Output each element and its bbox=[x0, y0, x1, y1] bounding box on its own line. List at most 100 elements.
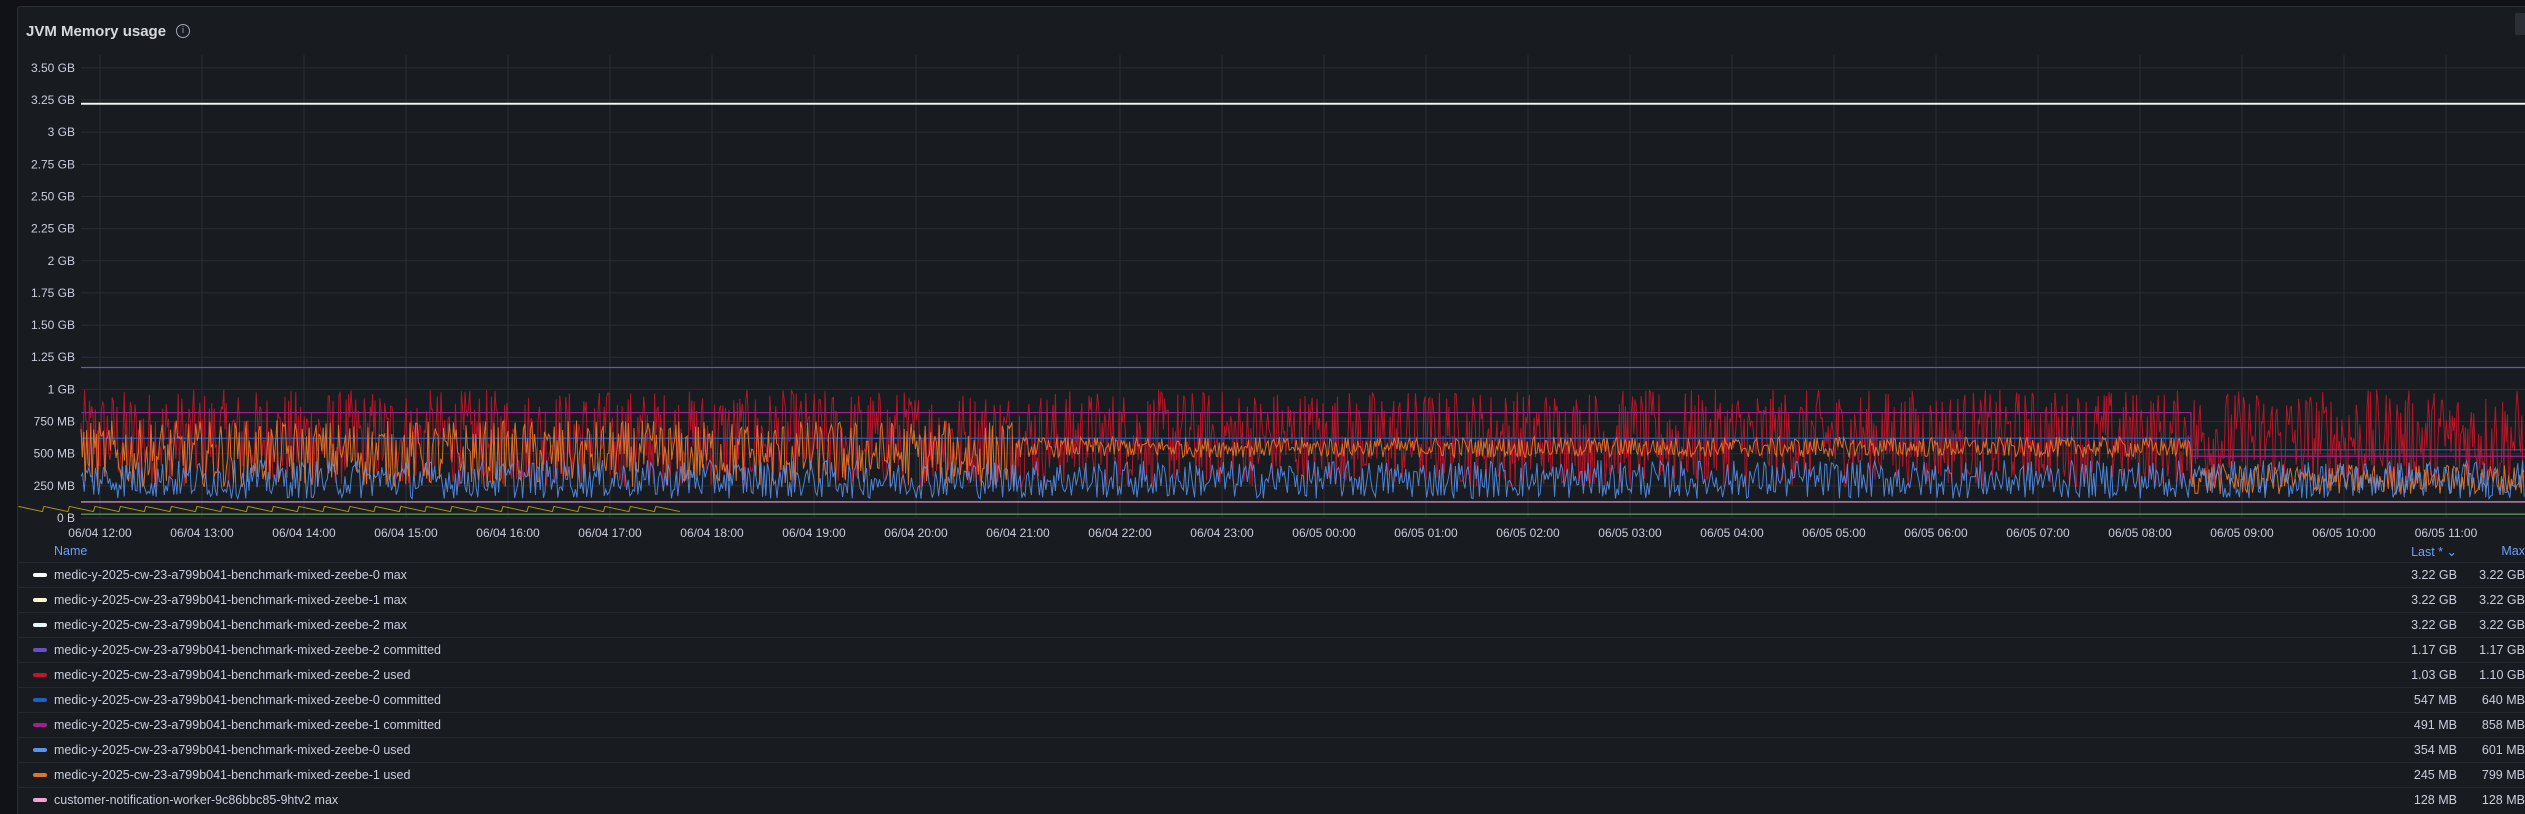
y-tick-label: 3.25 GB bbox=[31, 93, 75, 107]
legend-last-header[interactable]: Last * ⌄ bbox=[2411, 545, 2457, 559]
y-tick-label: 1.75 GB bbox=[31, 286, 75, 300]
panel-title: JVM Memory usage bbox=[26, 22, 167, 40]
legend-max-value: 3.22 GB bbox=[2479, 618, 2525, 632]
info-icon[interactable]: i bbox=[176, 24, 191, 38]
y-tick-label: 1.25 GB bbox=[31, 350, 75, 364]
series-line-zeebe-2-used bbox=[80, 388, 2525, 489]
legend-swatch[interactable] bbox=[33, 673, 47, 677]
y-tick-label: 3 GB bbox=[48, 125, 75, 139]
legend-row[interactable]: medic-y-2025-cw-23-a799b041-benchmark-mi… bbox=[17, 762, 2525, 787]
y-tick-label: 1.50 GB bbox=[31, 318, 75, 332]
legend-swatch[interactable] bbox=[33, 798, 47, 802]
legend-last-value: 547 MB bbox=[2413, 693, 2457, 707]
legend-series-name[interactable]: medic-y-2025-cw-23-a799b041-benchmark-mi… bbox=[54, 743, 411, 757]
x-tick-label: 06/05 10:00 bbox=[2312, 526, 2376, 540]
legend-series-name[interactable]: medic-y-2025-cw-23-a799b041-benchmark-mi… bbox=[54, 643, 441, 657]
legend-row[interactable]: medic-y-2025-cw-23-a799b041-benchmark-mi… bbox=[17, 737, 2525, 762]
memory-chart: 0 B 250 MB 500 MB 750 MB 1 GB 1.25 GB 1.50 GB 1… bbox=[18, 55, 2525, 540]
legend-swatch[interactable] bbox=[33, 598, 47, 602]
legend-row[interactable]: medic-y-2025-cw-23-a799b041-benchmark-mi… bbox=[17, 587, 2525, 612]
legend-series-name[interactable]: medic-y-2025-cw-23-a799b041-benchmark-mi… bbox=[54, 718, 441, 732]
legend-max-value: 640 MB bbox=[2481, 693, 2525, 707]
x-tick-label: 06/05 05:00 bbox=[1802, 526, 1866, 540]
x-tick-label: 06/04 16:00 bbox=[476, 526, 540, 540]
legend-max-value: 128 MB bbox=[2481, 793, 2525, 807]
x-tick-label: 06/05 11:00 bbox=[2415, 526, 2478, 540]
legend-series-name[interactable]: medic-y-2025-cw-23-a799b041-benchmark-mi… bbox=[54, 593, 407, 607]
legend-row[interactable]: medic-y-2025-cw-23-a799b041-benchmark-mi… bbox=[17, 712, 2525, 737]
legend-row[interactable]: medic-y-2025-cw-23-a799b041-benchmark-mi… bbox=[17, 637, 2525, 662]
legend-series-name[interactable]: medic-y-2025-cw-23-a799b041-benchmark-mi… bbox=[54, 668, 411, 682]
y-tick-label: 750 MB bbox=[34, 415, 75, 429]
x-tick-label: 06/05 01:00 bbox=[1394, 526, 1458, 540]
legend-swatch[interactable] bbox=[33, 573, 47, 577]
legend-row[interactable]: medic-y-2025-cw-23-a799b041-benchmark-mi… bbox=[17, 662, 2525, 687]
x-tick-label: 06/04 18:00 bbox=[680, 526, 744, 540]
legend-row[interactable]: medic-y-2025-cw-23-a799b041-benchmark-mi… bbox=[17, 562, 2525, 587]
legend-swatch[interactable] bbox=[33, 723, 47, 727]
y-tick-label: 3.50 GB bbox=[31, 61, 75, 75]
legend-last-value: 3.22 GB bbox=[2411, 618, 2457, 632]
legend-max-value: 799 MB bbox=[2481, 768, 2525, 782]
legend-max-value: 1.10 GB bbox=[2479, 668, 2525, 682]
y-tick-label: 2.50 GB bbox=[31, 189, 75, 203]
legend-swatch[interactable] bbox=[33, 748, 47, 752]
x-tick-label: 06/05 08:00 bbox=[2108, 526, 2172, 540]
legend-table: Name Last * ⌄ Max medic-y-2025-cw-23-a79… bbox=[17, 542, 2525, 812]
legend-row[interactable]: medic-y-2025-cw-23-a799b041-benchmark-mi… bbox=[17, 687, 2525, 712]
x-tick-label: 06/05 07:00 bbox=[2006, 526, 2070, 540]
series-line-small-sawtooth bbox=[18, 505, 681, 513]
x-tick-label: 06/04 20:00 bbox=[884, 526, 948, 540]
x-tick-label: 06/04 21:00 bbox=[986, 526, 1050, 540]
x-tick-label: 06/05 00:00 bbox=[1292, 526, 1356, 540]
x-tick-label: 06/04 13:00 bbox=[170, 526, 234, 540]
x-tick-label: 06/05 09:00 bbox=[2210, 526, 2274, 540]
y-tick-label: 1 GB bbox=[48, 382, 75, 396]
x-tick-label: 06/05 04:00 bbox=[1700, 526, 1764, 540]
series-line-zeebe-1-used bbox=[80, 419, 2525, 495]
x-tick-label: 06/04 15:00 bbox=[374, 526, 438, 540]
y-tick-label: 2.75 GB bbox=[31, 157, 75, 171]
legend-swatch[interactable] bbox=[33, 648, 47, 652]
legend-swatch[interactable] bbox=[33, 623, 47, 627]
x-tick-label: 06/05 06:00 bbox=[1904, 526, 1968, 540]
y-tick-label: 2.25 GB bbox=[31, 222, 75, 236]
y-tick-label: 250 MB bbox=[34, 479, 75, 493]
x-tick-label: 06/04 22:00 bbox=[1088, 526, 1152, 540]
legend-last-value: 3.22 GB bbox=[2411, 593, 2457, 607]
legend-max-value: 1.17 GB bbox=[2479, 643, 2525, 657]
legend-series-name[interactable]: medic-y-2025-cw-23-a799b041-benchmark-mi… bbox=[54, 618, 407, 632]
x-tick-label: 06/04 12:00 bbox=[68, 526, 132, 540]
legend-series-name[interactable]: customer-notification-worker-9c86bbc85-9… bbox=[54, 793, 339, 807]
legend-series-name[interactable]: medic-y-2025-cw-23-a799b041-benchmark-mi… bbox=[54, 768, 411, 782]
panel-header: JVM Memory usage i bbox=[26, 17, 191, 45]
panel-menu-handle[interactable] bbox=[2515, 13, 2525, 35]
legend-series-name[interactable]: medic-y-2025-cw-23-a799b041-benchmark-mi… bbox=[54, 693, 441, 707]
legend-row[interactable]: medic-y-2025-cw-23-a799b041-benchmark-mi… bbox=[17, 612, 2525, 637]
legend-name-header[interactable]: Name bbox=[54, 544, 88, 558]
legend-header: Name Last * ⌄ Max bbox=[17, 542, 2525, 562]
legend-series-name[interactable]: medic-y-2025-cw-23-a799b041-benchmark-mi… bbox=[54, 568, 407, 582]
y-tick-label: 500 MB bbox=[34, 447, 75, 461]
legend-last-value: 245 MB bbox=[2413, 768, 2457, 782]
series-line-zeebe-1-committed bbox=[81, 411, 2525, 457]
x-tick-label: 06/04 23:00 bbox=[1190, 526, 1254, 540]
legend-last-value: 1.03 GB bbox=[2411, 668, 2457, 682]
y-tick-label: 0 B bbox=[57, 511, 75, 525]
legend-rows: medic-y-2025-cw-23-a799b041-benchmark-mi… bbox=[17, 562, 2525, 812]
legend-swatch[interactable] bbox=[33, 698, 47, 702]
legend-max-header[interactable]: Max bbox=[2501, 544, 2525, 558]
legend-max-value: 3.22 GB bbox=[2479, 593, 2525, 607]
legend-max-value: 601 MB bbox=[2481, 743, 2525, 757]
legend-last-value: 128 MB bbox=[2413, 793, 2457, 807]
legend-swatch[interactable] bbox=[33, 773, 47, 777]
x-tick-label: 06/05 02:00 bbox=[1496, 526, 1560, 540]
legend-last-value: 1.17 GB bbox=[2411, 643, 2457, 657]
legend-last-value: 354 MB bbox=[2413, 743, 2457, 757]
y-tick-label: 2 GB bbox=[48, 254, 75, 268]
legend-max-value: 3.22 GB bbox=[2479, 568, 2525, 582]
x-tick-label: 06/05 03:00 bbox=[1598, 526, 1662, 540]
legend-max-value: 858 MB bbox=[2481, 718, 2525, 732]
x-tick-label: 06/04 17:00 bbox=[578, 526, 642, 540]
legend-row[interactable]: customer-notification-worker-9c86bbc85-9… bbox=[17, 787, 2525, 812]
